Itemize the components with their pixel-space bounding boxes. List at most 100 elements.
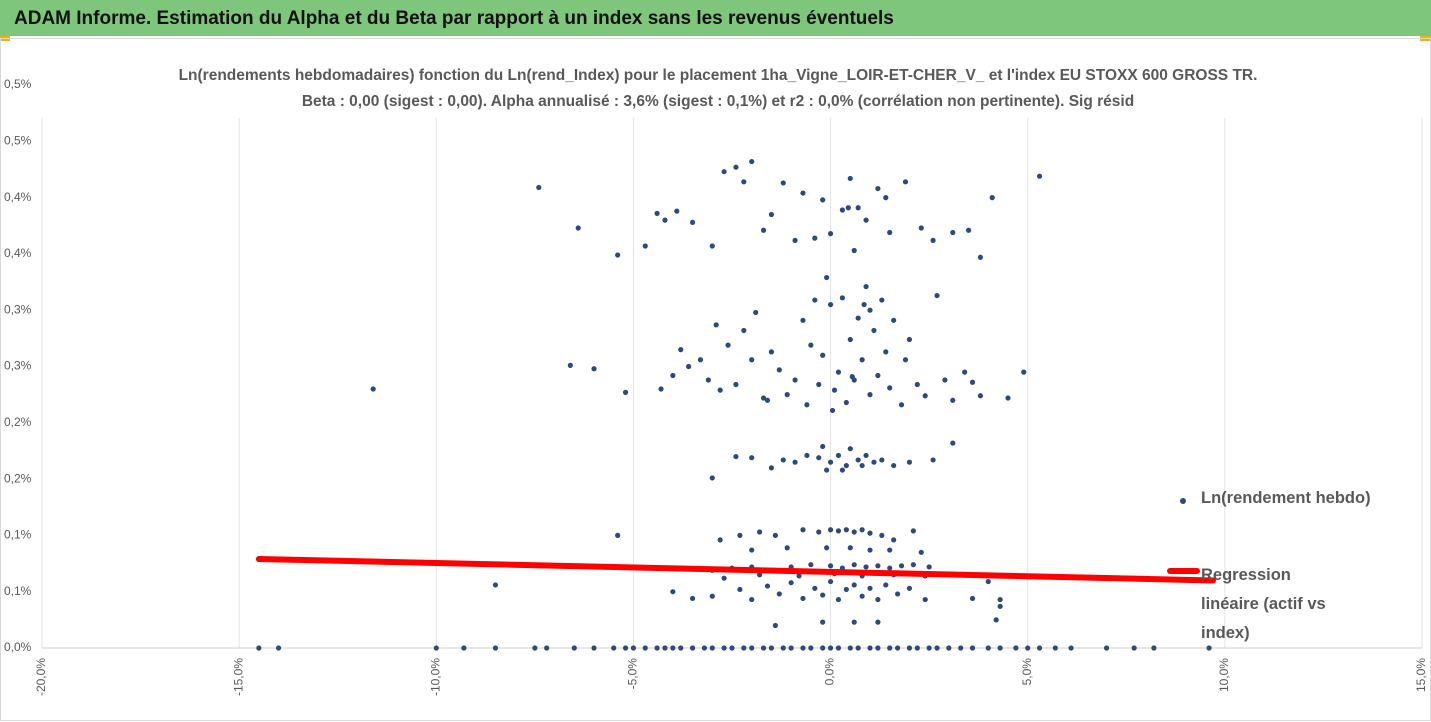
header-title: ADAM Informe. Estimation du Alpha et du …	[14, 8, 894, 29]
point	[859, 593, 865, 599]
point	[859, 527, 865, 533]
point	[492, 582, 499, 588]
point	[689, 595, 696, 602]
point	[788, 580, 794, 586]
x-tick-label: -15,0%	[231, 658, 245, 696]
y-tick-label: 0,5%	[4, 133, 32, 147]
legend-label: Regression linéaire (actif vs index)	[1201, 566, 1326, 642]
point	[827, 459, 834, 465]
point	[849, 374, 855, 380]
point	[808, 562, 814, 568]
point	[898, 563, 905, 569]
point	[591, 645, 597, 651]
point	[922, 393, 928, 399]
point	[859, 357, 865, 363]
point	[887, 645, 893, 651]
point	[861, 301, 867, 308]
point	[749, 596, 755, 603]
point	[969, 595, 976, 602]
point	[658, 386, 664, 392]
point	[827, 231, 834, 237]
point	[855, 645, 861, 651]
point	[879, 532, 885, 539]
point	[863, 564, 869, 570]
point	[843, 527, 849, 533]
point	[721, 575, 727, 581]
point	[891, 317, 897, 323]
point	[867, 530, 873, 536]
point	[847, 336, 853, 343]
point	[887, 565, 893, 571]
point	[1005, 395, 1011, 401]
point	[827, 563, 834, 569]
point	[753, 309, 759, 316]
point	[820, 197, 826, 203]
y-tick-label: 0,2%	[4, 471, 32, 485]
y-tick-label: 0,4%	[4, 190, 32, 204]
point	[829, 407, 836, 414]
point	[721, 645, 727, 651]
point	[835, 528, 842, 534]
point	[689, 645, 696, 651]
point	[835, 369, 842, 375]
y-tick-label: 0,5%	[4, 77, 32, 91]
point	[1151, 645, 1157, 651]
point	[883, 349, 889, 355]
point	[760, 227, 767, 233]
point	[701, 645, 708, 651]
point	[887, 547, 893, 553]
point	[895, 645, 901, 651]
point	[792, 377, 798, 383]
point	[654, 210, 660, 216]
point	[851, 247, 857, 254]
point	[768, 465, 775, 471]
point	[958, 645, 964, 651]
point	[674, 208, 680, 214]
point	[879, 297, 885, 303]
point	[615, 252, 621, 258]
point	[898, 402, 905, 408]
point	[835, 452, 842, 459]
point	[575, 225, 581, 231]
point	[796, 573, 802, 579]
point	[741, 179, 747, 185]
point	[709, 593, 715, 599]
point	[662, 645, 668, 651]
point	[969, 379, 976, 385]
point	[863, 452, 869, 459]
point	[914, 381, 920, 388]
point	[847, 175, 853, 182]
point	[827, 527, 834, 533]
point	[839, 207, 846, 213]
point	[622, 645, 629, 651]
point	[804, 402, 810, 408]
point	[461, 645, 467, 651]
point	[930, 457, 936, 463]
point	[985, 578, 991, 585]
point	[875, 185, 881, 192]
point	[768, 211, 775, 218]
point	[717, 537, 723, 543]
point	[544, 645, 550, 651]
point	[859, 462, 865, 469]
point	[855, 315, 861, 321]
y-tick-label: 0,1%	[4, 584, 32, 598]
point	[820, 352, 826, 358]
point	[725, 342, 731, 348]
point	[1036, 173, 1043, 179]
point	[820, 592, 826, 598]
point	[780, 180, 786, 186]
point	[749, 158, 755, 165]
point	[851, 582, 857, 588]
point	[946, 645, 952, 651]
point	[977, 393, 984, 399]
y-tick-label: 0,2%	[4, 415, 32, 429]
point	[883, 195, 889, 201]
point	[729, 645, 735, 651]
point	[1036, 645, 1043, 651]
point	[835, 596, 842, 603]
point	[804, 452, 810, 459]
point	[863, 217, 869, 223]
point	[800, 645, 806, 651]
